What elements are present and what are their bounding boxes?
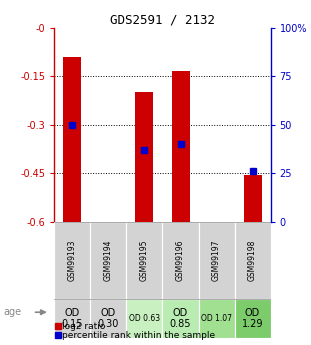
Bar (54, 299, 91, 338)
Bar (136, 92, 154, 221)
Bar (54, 221, 91, 299)
Bar (198, 299, 234, 338)
Text: OD
0.85: OD 0.85 (170, 308, 191, 329)
Text: log2 ratio: log2 ratio (62, 322, 105, 331)
Text: GSM99196: GSM99196 (176, 240, 185, 281)
Text: OD
0.30: OD 0.30 (98, 308, 119, 329)
Bar (127, 221, 162, 299)
Text: OD
0.15: OD 0.15 (62, 308, 83, 329)
Text: GSM99194: GSM99194 (104, 240, 113, 281)
Bar (127, 299, 162, 338)
Bar (162, 221, 198, 299)
Bar (171, 71, 189, 221)
Bar (234, 221, 271, 299)
Text: OD 0.63: OD 0.63 (129, 314, 160, 323)
Text: OD 1.07: OD 1.07 (201, 314, 232, 323)
Bar (91, 221, 127, 299)
Text: percentile rank within the sample: percentile rank within the sample (62, 331, 215, 340)
Text: GSM99193: GSM99193 (68, 240, 77, 281)
Bar (234, 299, 271, 338)
Bar (91, 299, 127, 338)
Bar (244, 175, 262, 221)
Text: GSM99197: GSM99197 (212, 240, 221, 281)
Text: age: age (3, 307, 21, 317)
Text: OD
1.29: OD 1.29 (242, 308, 263, 329)
Title: GDS2591 / 2132: GDS2591 / 2132 (110, 13, 215, 27)
Bar (63, 57, 81, 221)
Bar (162, 299, 198, 338)
Text: GSM99195: GSM99195 (140, 240, 149, 281)
Text: GSM99198: GSM99198 (248, 240, 257, 281)
Bar (198, 221, 234, 299)
